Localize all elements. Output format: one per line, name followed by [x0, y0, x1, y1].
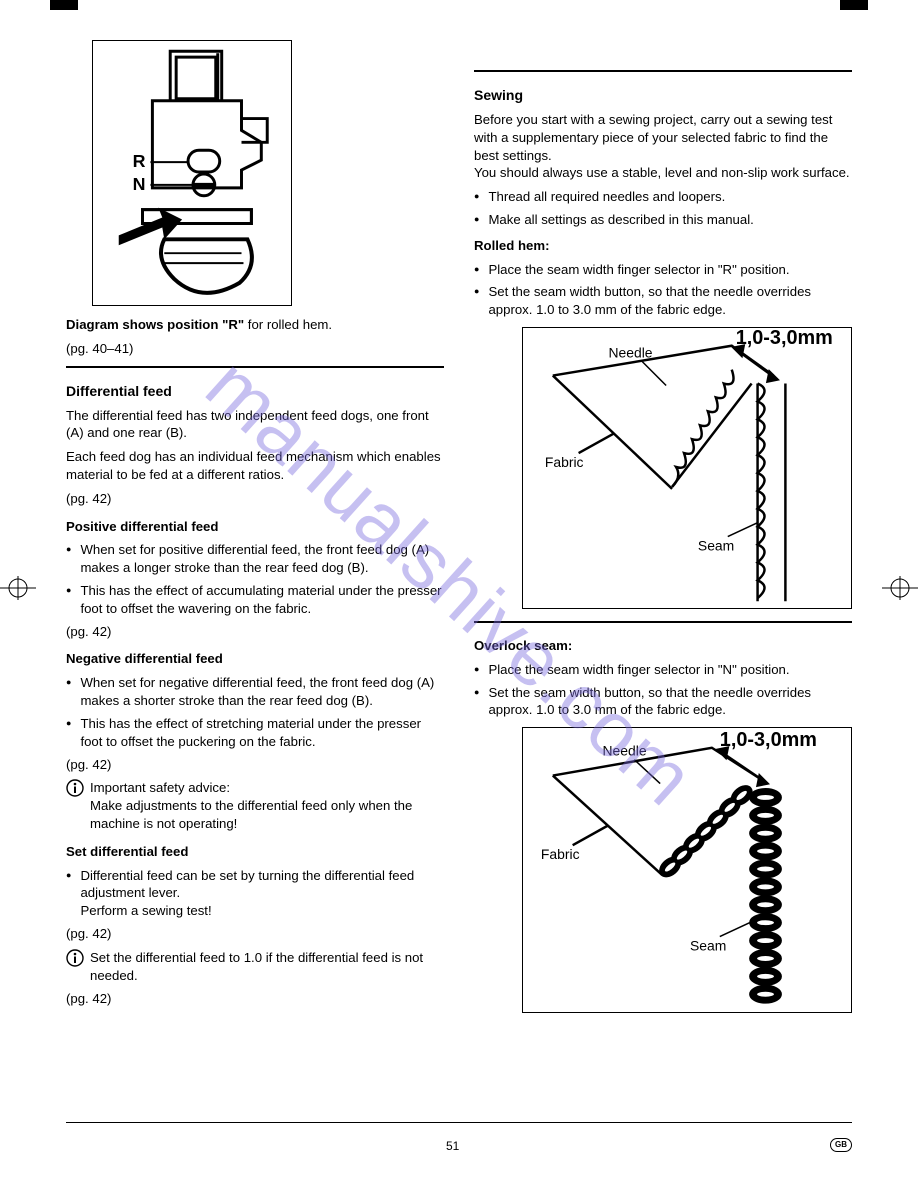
bullet-neg-2: This has the effect of stretching materi… — [66, 715, 444, 751]
fabric-label-2: Fabric — [541, 846, 580, 862]
page-ref-6: (pg. 42) — [66, 990, 444, 1008]
info-set-1-text: Set the differential feed to 1.0 if the … — [90, 949, 444, 985]
bullet-pos-1: When set for positive differential feed,… — [66, 541, 444, 577]
seam-label-1: Seam — [698, 538, 734, 554]
bullet-over-2: Set the seam width button, so that the n… — [474, 684, 852, 720]
figure-overlock-seam: 1,0-3,0mm — [522, 727, 852, 1013]
bullet-make-settings: Make all settings as described in this m… — [474, 211, 852, 229]
title-differential-feed: Differential feed — [66, 382, 444, 401]
page-number: 51 — [446, 1138, 459, 1154]
info-safety-text: Important safety advice: Make adjustment… — [90, 779, 444, 832]
label-N: N — [133, 174, 146, 194]
dim-label-1: 1,0-3,0mm — [736, 327, 833, 349]
caption-position-r: Diagram shows position "R" for rolled he… — [66, 316, 444, 334]
bullet-neg-1: When set for negative differential feed,… — [66, 674, 444, 710]
info-icon — [66, 949, 90, 985]
sewing-intro: Before you start with a sewing project, … — [474, 111, 852, 182]
info-safety: Important safety advice: Make adjustment… — [66, 779, 444, 832]
language-badge: GB — [830, 1138, 852, 1152]
section-divider-overlock — [474, 621, 852, 623]
diff-feed-para1: The differential feed has two independen… — [66, 407, 444, 443]
right-column: Sewing Before you start with a sewing pr… — [474, 40, 852, 1014]
title-sewing: Sewing — [474, 86, 852, 105]
bullet-set-diff: Differential feed can be set by turning … — [66, 867, 444, 920]
page-ref-3: (pg. 42) — [66, 623, 444, 641]
figure-foot-position: R N — [92, 40, 292, 306]
left-column: R N Diagram shows position "R" for rolle… — [66, 40, 444, 1014]
subtitle-set-diff: Set differential feed — [66, 843, 444, 861]
needle-label-2: Needle — [603, 743, 647, 759]
page-ref-5: (pg. 42) — [66, 925, 444, 943]
subtitle-negative: Negative differential feed — [66, 650, 444, 668]
needle-label-1: Needle — [608, 345, 652, 361]
bullet-roll-1: Place the seam width finger selector in … — [474, 261, 852, 279]
page-footer: 51 GB — [66, 1122, 852, 1152]
title-overlock-seam: Overlock seam: — [474, 638, 572, 653]
page-ref-1: (pg. 40–41) — [66, 340, 444, 358]
section-divider-1 — [66, 366, 444, 368]
diff-feed-para2: Each feed dog has an individual feed mec… — [66, 448, 444, 484]
seam-label-2: Seam — [690, 938, 726, 954]
page-ref-4: (pg. 42) — [66, 756, 444, 774]
title-rolled-hem: Rolled hem: — [474, 238, 549, 253]
dim-label-2: 1,0-3,0mm — [720, 729, 817, 751]
label-R: R — [133, 151, 146, 171]
bullet-thread-all: Thread all required needles and loopers. — [474, 188, 852, 206]
cropmark-right — [882, 574, 918, 602]
section-divider-sewing — [474, 70, 852, 72]
bullet-over-1: Place the seam width finger selector in … — [474, 661, 852, 679]
top-crop-marks — [0, 0, 918, 14]
cropmark-left — [0, 574, 36, 602]
info-icon — [66, 779, 90, 832]
bullet-roll-2: Set the seam width button, so that the n… — [474, 283, 852, 319]
bullet-pos-2: This has the effect of accumulating mate… — [66, 582, 444, 618]
fabric-label-1: Fabric — [545, 454, 584, 470]
subtitle-positive: Positive differential feed — [66, 518, 444, 536]
info-set-1: Set the differential feed to 1.0 if the … — [66, 949, 444, 985]
figure-rolled-hem: 1,0-3,0mm Needle Fab — [522, 327, 852, 609]
page-ref-2: (pg. 42) — [66, 490, 444, 508]
